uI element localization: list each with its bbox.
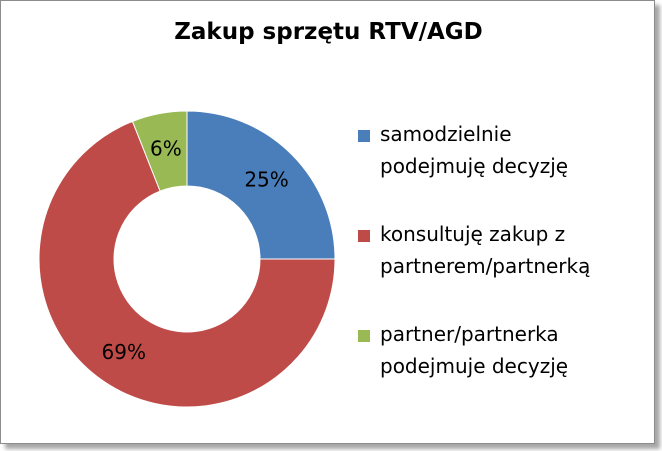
legend-label-line: podejmuję decyzję — [380, 154, 569, 178]
slice-samodzielnie — [186, 110, 336, 260]
legend-label-line: podejmuje decyzję — [380, 354, 569, 378]
legend-swatch-konsultuje — [358, 230, 370, 242]
data-label-samodzielnie: 25% — [244, 167, 288, 191]
legend-label-line: samodzielnie — [380, 122, 512, 146]
legend-item-konsultuje: konsultuję zakup z partnerem/partnerką — [358, 222, 640, 282]
legend-item-samodzielnie: samodzielnie podejmuję decyzję — [358, 122, 640, 182]
chart-title: Zakup sprzętu RTV/AGD — [174, 19, 483, 45]
legend-label-line: partnerem/partnerką — [380, 254, 591, 278]
data-label-partner: 6% — [150, 136, 182, 160]
legend-label-line: partner/partnerka — [380, 322, 559, 346]
legend-label-line: konsultuję zakup z — [380, 222, 566, 246]
data-label-konsultuje: 69% — [102, 340, 146, 364]
legend-swatch-partner — [358, 330, 370, 342]
legend-item-partner: partner/partnerka podejmuje decyzję — [358, 322, 640, 382]
slice-konsultuje — [38, 120, 336, 408]
legend-label-samodzielnie: samodzielnie podejmuję decyzję — [380, 118, 640, 182]
slice-partner — [131, 110, 188, 192]
legend-swatch-samodzielnie — [358, 130, 370, 142]
legend-label-konsultuje: konsultuję zakup z partnerem/partnerką — [380, 218, 640, 282]
legend-label-partner: partner/partnerka podejmuje decyzję — [380, 318, 640, 382]
